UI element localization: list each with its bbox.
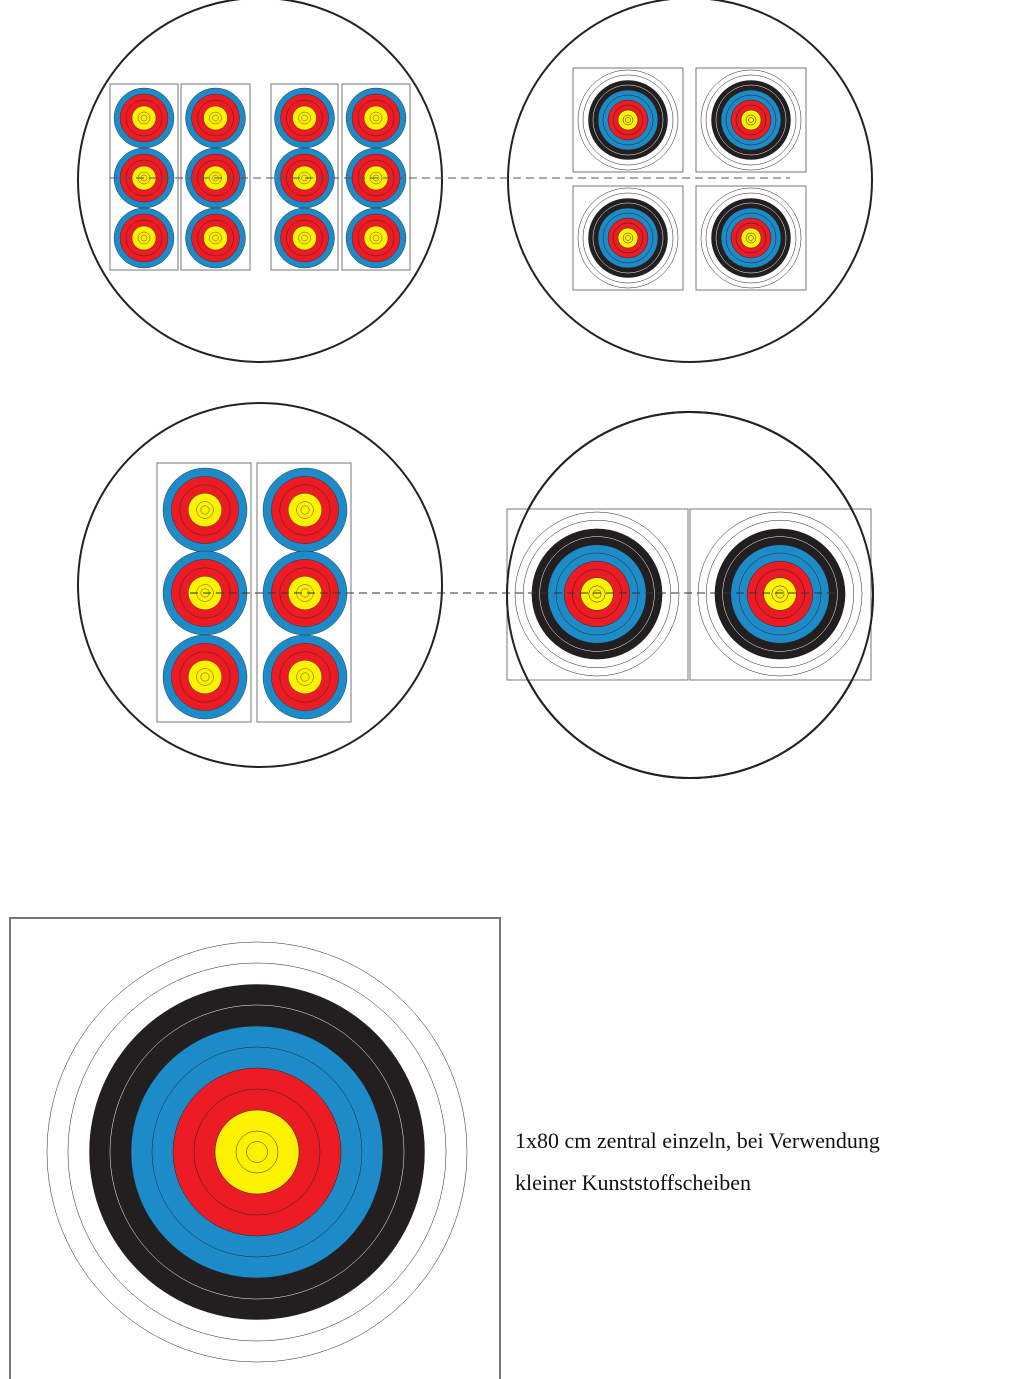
ring bbox=[372, 234, 380, 242]
butt-outline bbox=[507, 0, 873, 363]
ring bbox=[298, 231, 311, 245]
ring bbox=[209, 231, 222, 245]
ring bbox=[622, 232, 634, 244]
ring bbox=[140, 114, 148, 122]
ring bbox=[745, 114, 757, 126]
ring bbox=[212, 114, 219, 122]
ring bbox=[369, 111, 383, 125]
ring bbox=[625, 117, 631, 123]
ring bbox=[300, 505, 310, 515]
ring bbox=[771, 585, 789, 603]
ring bbox=[298, 111, 311, 125]
ring bbox=[209, 111, 222, 125]
ring bbox=[625, 235, 631, 241]
ring bbox=[296, 668, 314, 686]
ring bbox=[301, 234, 308, 242]
ring bbox=[775, 589, 785, 599]
ring bbox=[745, 232, 757, 244]
butt-outline bbox=[77, 0, 443, 363]
ring bbox=[622, 114, 634, 126]
ring bbox=[140, 234, 148, 242]
caption-line: kleiner Kunststoffscheiben bbox=[515, 1170, 751, 1195]
target-layouts bbox=[9, 0, 874, 1379]
ring bbox=[200, 505, 210, 515]
ring bbox=[137, 231, 151, 245]
ring bbox=[137, 111, 151, 125]
butt-outline bbox=[77, 402, 443, 768]
caption-line: 1x80 cm zentral einzeln, bei Verwendung bbox=[515, 1128, 880, 1153]
ring bbox=[748, 235, 754, 241]
ring bbox=[369, 231, 383, 245]
ring bbox=[372, 114, 380, 122]
ring bbox=[300, 672, 310, 682]
ring bbox=[200, 672, 210, 682]
ring bbox=[592, 589, 602, 599]
ring bbox=[588, 585, 606, 603]
ring bbox=[246, 1141, 268, 1163]
ring bbox=[196, 501, 214, 519]
ring bbox=[296, 501, 314, 519]
ring bbox=[748, 117, 754, 123]
ring bbox=[212, 234, 219, 242]
butt-outline bbox=[506, 411, 874, 779]
ring bbox=[235, 1130, 279, 1174]
ring bbox=[196, 668, 214, 686]
ring bbox=[301, 114, 308, 122]
